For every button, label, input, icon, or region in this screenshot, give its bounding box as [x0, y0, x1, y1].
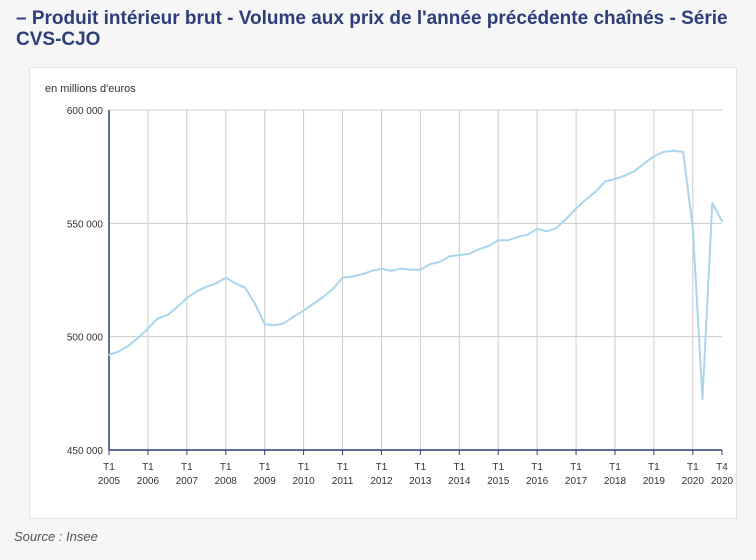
- x-tick-label-year: 2009: [254, 476, 277, 487]
- x-tick-label-quarter: T1: [337, 462, 349, 473]
- x-tick-label-quarter: T1: [687, 462, 699, 473]
- chart-title: – Produit intérieur brut - Volume aux pr…: [16, 8, 728, 50]
- x-tick-label-year: 2011: [332, 476, 354, 487]
- x-tick-label-quarter: T1: [259, 462, 271, 473]
- axes: [108, 110, 722, 451]
- x-tick-label-year: 2006: [137, 476, 160, 487]
- x-tick-label-year: 2017: [565, 476, 588, 487]
- x-tick-label-year: 2010: [292, 476, 315, 487]
- x-tick-label-quarter: T1: [648, 462, 660, 473]
- x-tick-label-year: 2015: [487, 476, 510, 487]
- x-tick-label-year: 2020: [682, 476, 705, 487]
- y-tick-labels: 450 000 500 000 550 000 600 000: [67, 106, 104, 457]
- x-tick-label-quarter: T1: [103, 462, 115, 473]
- x-tick-label-quarter: T1: [298, 462, 310, 473]
- x-tick-label-year: 2005: [98, 476, 121, 487]
- x-tick-label-quarter: T1: [453, 462, 465, 473]
- chart-card: [29, 67, 737, 519]
- x-tick-label-year: 2013: [409, 476, 432, 487]
- x-tick-label-quarter: T1: [570, 462, 582, 473]
- x-tick-label-year: 2020: [711, 476, 734, 487]
- series-line: [108, 149, 723, 400]
- x-tick-label-year: 2007: [176, 476, 199, 487]
- x-tick-label-quarter: T1: [415, 462, 427, 473]
- x-tick-label-quarter: T1: [142, 462, 154, 473]
- x-tick-label-year: 2014: [448, 476, 471, 487]
- x-tick-label-quarter: T1: [492, 462, 504, 473]
- x-tick-label-quarter: T1: [220, 462, 232, 473]
- grid-lines: [108, 109, 723, 455]
- x-tick-label-quarter: T4: [716, 462, 728, 473]
- y-tick-label: 450 000: [67, 446, 104, 457]
- y-axis-unit-label: en millions d'euros: [45, 83, 136, 95]
- x-tick-label-year: 2008: [215, 476, 238, 487]
- x-tick-label-year: 2019: [643, 476, 666, 487]
- x-tick-label-quarter: T1: [609, 462, 621, 473]
- x-tick-label-quarter: T1: [376, 462, 388, 473]
- y-tick-label: 550 000: [67, 219, 104, 230]
- y-tick-label: 500 000: [67, 333, 104, 344]
- x-tick-label-year: 2016: [526, 476, 549, 487]
- x-tick-label-quarter: T1: [531, 462, 543, 473]
- x-tick-label-quarter: T1: [181, 462, 193, 473]
- x-tick-label-year: 2018: [604, 476, 627, 487]
- y-tick-label: 600 000: [67, 106, 104, 117]
- source-note: Source : Insee: [14, 529, 98, 544]
- x-tick-label-year: 2012: [370, 476, 393, 487]
- x-tick-labels: T1 2005 T1 2006 T1 2007 T1 2008 T1 2009 T1 2010 T1 20…: [98, 462, 734, 487]
- series-layer: [108, 149, 723, 400]
